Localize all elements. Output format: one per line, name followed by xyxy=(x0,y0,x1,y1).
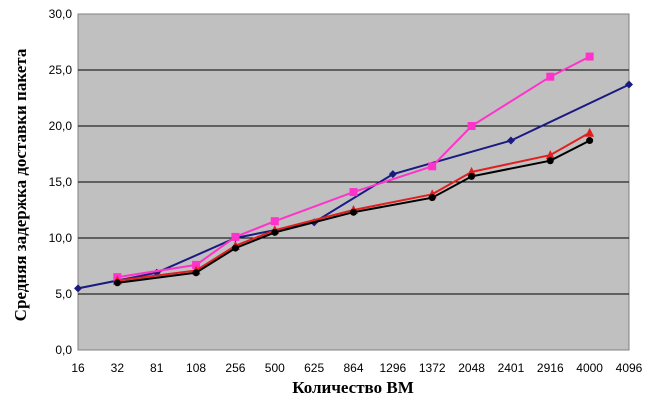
x-tick-label: 32 xyxy=(111,361,125,375)
data-point xyxy=(467,122,476,130)
data-point xyxy=(113,279,121,287)
x-tick-label: 81 xyxy=(150,361,164,375)
data-point xyxy=(506,136,515,145)
data-point xyxy=(231,232,240,241)
x-axis-title: Количество ВМ xyxy=(292,378,414,397)
data-point xyxy=(349,188,358,197)
y-tick-label: 10,0 xyxy=(49,231,73,245)
data-point xyxy=(192,269,200,277)
data-point xyxy=(231,244,239,252)
y-tick-label: 20,0 xyxy=(49,119,73,133)
data-point xyxy=(545,150,555,160)
data-point xyxy=(350,208,357,216)
data-point xyxy=(585,52,594,61)
x-tick-label: 4096 xyxy=(616,361,643,375)
data-point xyxy=(270,217,279,226)
x-tick-label: 108 xyxy=(186,361,206,375)
x-tick-label: 864 xyxy=(343,361,363,375)
y-axis-title: Средняя задержка доставки пакета xyxy=(11,48,30,321)
x-tick-label: 2916 xyxy=(537,361,564,375)
data-point xyxy=(467,166,477,176)
data-point xyxy=(74,284,82,293)
x-tick-label: 2401 xyxy=(498,361,525,375)
series-group xyxy=(74,52,633,293)
x-tick-label: 500 xyxy=(265,361,285,375)
x-axis-ticks: 16 32 81 108 256 500 625 864 1296 1372 2048 2401 291… xyxy=(71,361,642,375)
y-tick-label: 0,0 xyxy=(55,343,72,357)
x-tick-label: 256 xyxy=(225,361,245,375)
x-tick-label: 16 xyxy=(71,361,85,375)
x-tick-label: 1372 xyxy=(419,361,446,375)
y-tick-label: 5,0 xyxy=(55,287,72,301)
data-point xyxy=(546,157,554,165)
data-point xyxy=(586,137,594,145)
data-point xyxy=(192,260,201,269)
data-point xyxy=(585,127,595,137)
y-axis-ticks: 0,0 5,0 10,0 15,0 20,0 25,0 30,0 xyxy=(49,7,73,357)
x-tick-label: 4000 xyxy=(576,361,603,375)
data-point xyxy=(428,162,437,171)
data-point xyxy=(625,80,633,89)
x-tick-label: 625 xyxy=(304,361,324,375)
data-point xyxy=(428,194,436,202)
x-tick-label: 1296 xyxy=(380,361,407,375)
y-tick-label: 25,0 xyxy=(49,63,73,77)
y-tick-label: 30,0 xyxy=(49,7,73,21)
data-point xyxy=(271,228,279,236)
y-tick-label: 15,0 xyxy=(49,175,73,189)
gridlines xyxy=(78,69,629,295)
x-tick-label: 2048 xyxy=(458,361,485,375)
data-point xyxy=(388,170,397,179)
data-point xyxy=(468,172,476,180)
data-point xyxy=(546,72,555,81)
